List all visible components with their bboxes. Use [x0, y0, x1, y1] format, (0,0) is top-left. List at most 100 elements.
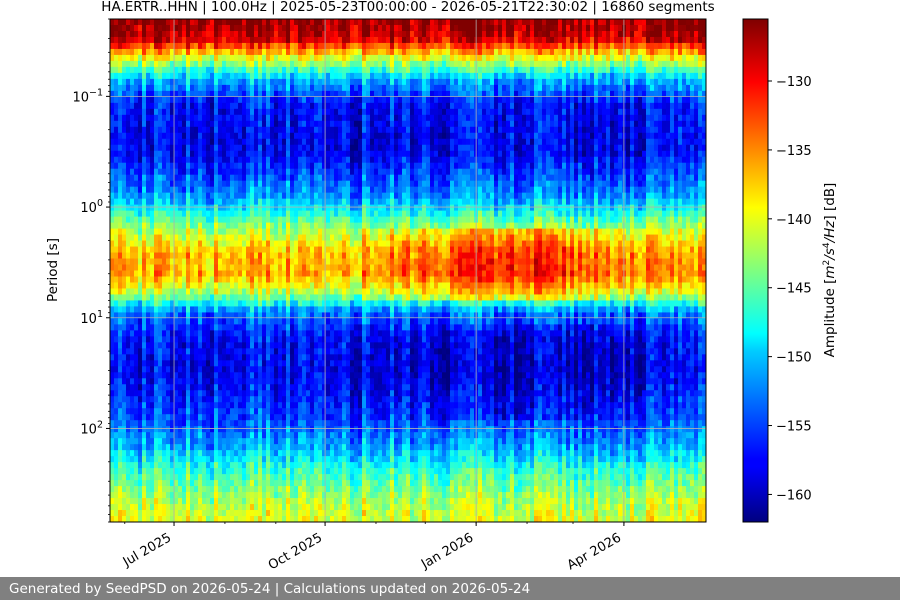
heatmap-cell	[322, 330, 327, 337]
heatmap-cell	[302, 294, 307, 302]
heatmap-cell	[198, 84, 203, 92]
heatmap-cell	[266, 246, 271, 254]
heatmap-cell	[226, 294, 231, 302]
heatmap-cell	[170, 474, 175, 481]
heatmap-cell	[126, 492, 131, 499]
heatmap-cell	[186, 384, 191, 391]
heatmap-cell	[326, 72, 331, 80]
heatmap-cell	[186, 312, 191, 320]
heatmap-cell	[318, 288, 323, 296]
heatmap-cell	[278, 42, 283, 50]
heatmap-cell	[226, 342, 231, 349]
heatmap-cell	[318, 204, 323, 212]
heatmap-cell	[258, 204, 263, 212]
heatmap-cell	[230, 384, 235, 391]
heatmap-cell	[218, 306, 223, 314]
heatmap-cell	[190, 168, 195, 176]
heatmap-cell	[258, 438, 263, 445]
heatmap-cell	[198, 384, 203, 391]
heatmap-cell	[222, 234, 227, 242]
heatmap-cell	[186, 114, 191, 122]
heatmap-cell	[134, 66, 139, 74]
heatmap-cell	[246, 162, 251, 170]
heatmap-cell	[314, 270, 319, 278]
heatmap-cell	[274, 162, 279, 170]
heatmap-cell	[326, 396, 331, 403]
heatmap-cell	[118, 306, 123, 314]
heatmap-cell	[122, 210, 127, 218]
heatmap-cell	[138, 438, 143, 445]
heatmap-cell	[330, 114, 335, 122]
heatmap-cell	[302, 492, 307, 499]
heatmap-cell	[118, 150, 123, 158]
heatmap-cell	[310, 378, 315, 385]
heatmap-cell	[186, 414, 191, 421]
heatmap-cell	[342, 294, 347, 302]
heatmap-cell	[230, 222, 235, 230]
heatmap-cell	[170, 60, 175, 68]
heatmap-cell	[166, 438, 171, 445]
heatmap-cell	[246, 96, 251, 104]
heatmap-cell	[238, 324, 243, 331]
heatmap-cell	[278, 450, 283, 457]
heatmap-cell	[282, 516, 287, 522]
heatmap-cell	[214, 516, 219, 522]
heatmap-cell	[278, 372, 283, 379]
heatmap-cell	[122, 168, 127, 176]
heatmap-cell	[318, 246, 323, 254]
heatmap-cell	[298, 390, 303, 397]
heatmap-cell	[322, 492, 327, 499]
heatmap-cell	[250, 450, 255, 457]
heatmap-cell	[306, 384, 311, 391]
heatmap-cell	[234, 294, 239, 302]
heatmap-cell	[342, 114, 347, 122]
heatmap-cell	[114, 156, 119, 164]
heatmap-cell	[318, 144, 323, 152]
heatmap-cell	[254, 168, 259, 176]
heatmap-cell	[278, 516, 283, 522]
heatmap-cell	[182, 42, 187, 50]
heatmap-cell	[286, 306, 291, 314]
heatmap-cell	[298, 408, 303, 415]
heatmap-cell	[242, 228, 247, 236]
heatmap-cell	[126, 168, 131, 176]
heatmap-cell	[150, 480, 155, 487]
heatmap-cell	[286, 198, 291, 206]
heatmap-cell	[118, 186, 123, 194]
heatmap-cell	[118, 54, 123, 62]
heatmap-cell	[174, 120, 179, 128]
heatmap-cell	[146, 102, 151, 110]
heatmap-cell	[174, 342, 179, 349]
heatmap-cell	[126, 270, 131, 278]
heatmap-cell	[150, 264, 155, 272]
heatmap-cell	[286, 108, 291, 116]
heatmap-cell	[206, 228, 211, 236]
heatmap-cell	[190, 246, 195, 254]
heatmap-cell	[310, 96, 315, 104]
heatmap-cell	[250, 300, 255, 308]
heatmap-cell	[130, 510, 135, 517]
heatmap-cell	[338, 294, 343, 302]
heatmap-cell	[182, 19, 187, 26]
heatmap-cell	[334, 492, 339, 499]
heatmap-cell	[242, 60, 247, 68]
heatmap-cell	[222, 42, 227, 50]
heatmap-cell	[118, 354, 123, 361]
heatmap-cell	[274, 366, 279, 373]
heatmap-cell	[162, 54, 167, 62]
heatmap-cell	[314, 306, 319, 314]
heatmap-cell	[210, 396, 215, 403]
heatmap-cell	[250, 432, 255, 439]
heatmap-cell	[242, 468, 247, 475]
heatmap-cell	[334, 402, 339, 409]
heatmap-cell	[330, 30, 335, 38]
heatmap-cell	[194, 138, 199, 146]
heatmap-cell	[170, 516, 175, 522]
heatmap-cell	[234, 330, 239, 337]
heatmap-cell	[294, 162, 299, 170]
heatmap-cell	[274, 486, 279, 493]
heatmap-cell	[174, 348, 179, 355]
heatmap-cell	[334, 390, 339, 397]
heatmap-cell	[214, 156, 219, 164]
heatmap-cell	[218, 342, 223, 349]
